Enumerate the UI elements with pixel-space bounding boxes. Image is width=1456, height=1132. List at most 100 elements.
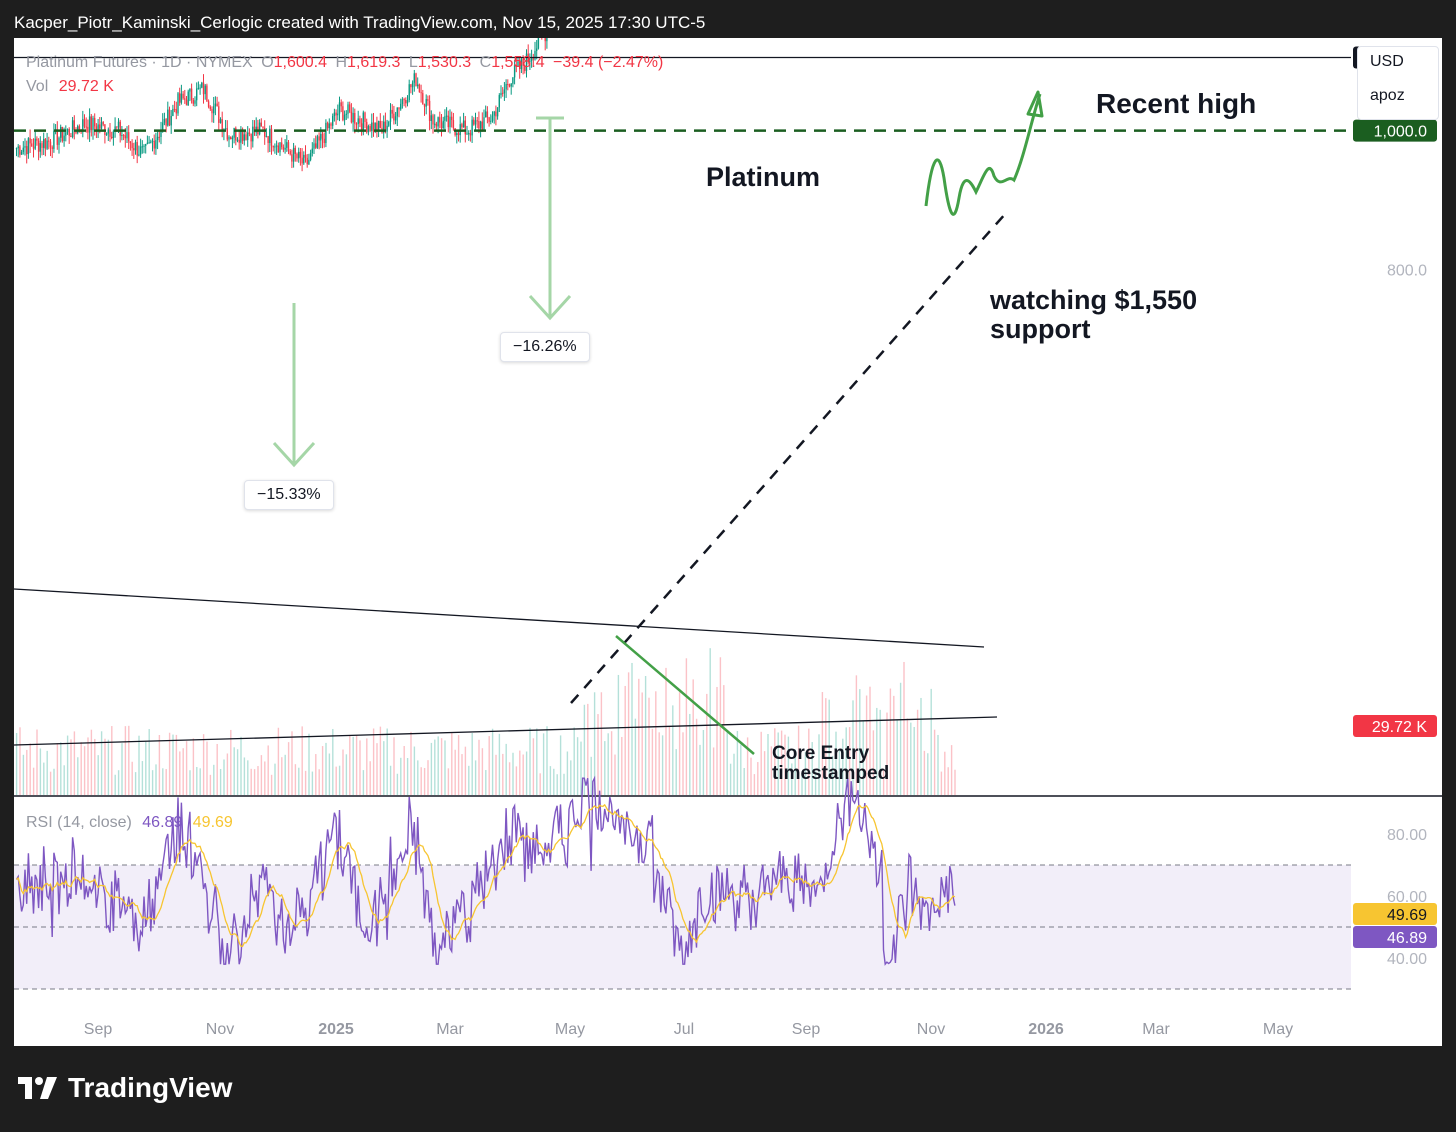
volume-bar — [787, 736, 790, 795]
chart-panel[interactable]: 1,700.01,600.01,500.01,400.01,200.0800.0… — [14, 38, 1442, 1046]
candle-body — [546, 38, 548, 42]
volume-bar — [138, 735, 140, 795]
volume-bar — [63, 765, 65, 795]
candle-body — [241, 130, 244, 141]
volume-bar — [811, 742, 813, 795]
volume-bar — [519, 750, 521, 795]
volume-bar — [641, 692, 643, 795]
candle-body — [332, 116, 334, 126]
candle-body — [411, 82, 414, 88]
volume-bar — [321, 746, 324, 795]
volume-bar — [43, 762, 45, 795]
candle-body — [512, 77, 514, 84]
recent-high-label: Recent high — [1096, 88, 1257, 119]
candle-body — [197, 87, 200, 89]
candle-body — [204, 85, 206, 95]
candle-body — [401, 99, 404, 104]
volume-bar — [121, 743, 123, 795]
candle-body — [461, 124, 463, 128]
candle-body — [143, 145, 145, 147]
candle-body — [374, 122, 376, 132]
candle-body — [206, 85, 208, 102]
candle-body — [393, 113, 395, 121]
candle-body — [19, 146, 21, 155]
candle-body — [379, 121, 381, 128]
candle-body — [315, 143, 317, 148]
volume-bar — [247, 760, 249, 795]
currency-unit-box[interactable]: USD apoz — [1357, 46, 1439, 120]
candle-body — [201, 82, 203, 88]
price-tag: 1,000.0 — [1374, 124, 1427, 141]
volume-bar — [70, 739, 72, 795]
volume-bar — [682, 732, 684, 795]
volume-bar — [478, 739, 480, 795]
volume-bar — [729, 763, 732, 795]
volume-bar — [417, 760, 419, 795]
candle-body — [226, 128, 228, 140]
volume-bar — [777, 732, 779, 795]
candle-body — [432, 115, 434, 125]
volume-bar — [889, 688, 892, 795]
core-entry-line1: Core Entry — [772, 743, 870, 764]
volume-bar — [549, 766, 552, 795]
volume-bar — [80, 742, 82, 795]
volume-bar — [580, 741, 582, 795]
candle-body — [214, 103, 217, 107]
candle-body — [456, 133, 458, 136]
candle-body — [306, 157, 308, 165]
candle-body — [316, 136, 319, 148]
candle-body — [311, 148, 313, 154]
candle-body — [451, 116, 453, 121]
candle-body — [490, 120, 492, 122]
candle-body — [369, 126, 371, 131]
candle-body — [298, 151, 300, 159]
candle-body — [498, 95, 500, 108]
volume-bar — [386, 728, 388, 795]
candle-body — [102, 122, 104, 125]
volume-bar — [566, 751, 569, 795]
volume-bar — [342, 749, 344, 795]
candle-body — [248, 132, 251, 134]
volume-bar — [763, 751, 766, 795]
volume-bar — [515, 766, 518, 795]
candle-body — [56, 129, 58, 145]
volume-bar — [216, 743, 218, 795]
candle-body — [349, 104, 351, 112]
volume-bar — [627, 672, 630, 795]
candle-body — [292, 147, 295, 162]
candle-body — [503, 89, 506, 94]
volume-bar — [882, 768, 885, 795]
candle-body — [175, 109, 177, 114]
volume-bar — [930, 688, 932, 795]
candle-body — [190, 88, 193, 100]
candle-body — [481, 121, 483, 130]
volume-bar — [542, 733, 545, 795]
candle-body — [150, 141, 152, 143]
candle-body — [398, 107, 400, 110]
candle-body — [532, 58, 534, 60]
volume-bar — [39, 748, 42, 795]
candle-body — [90, 116, 92, 131]
candle-body — [129, 141, 132, 144]
candle-body — [119, 121, 121, 136]
candle-body — [34, 138, 36, 149]
volume-bar — [648, 697, 650, 795]
candle-body — [87, 126, 89, 133]
candle-body — [165, 119, 167, 126]
candle-body — [207, 101, 210, 107]
volume-bar — [202, 734, 205, 795]
candle-body — [500, 92, 502, 96]
candle-body — [46, 140, 48, 149]
volume-bar — [845, 727, 847, 795]
volume-bar — [53, 768, 55, 795]
volume-bar — [498, 733, 501, 795]
volume-bar — [600, 692, 603, 795]
volume-bar — [219, 769, 222, 795]
close-label: C — [479, 54, 492, 71]
volume-bar — [743, 768, 745, 795]
chart-canvas[interactable]: 1,700.01,600.01,500.01,400.01,200.0800.0… — [14, 38, 1442, 1046]
candle-body — [122, 135, 125, 137]
volume-bar — [192, 738, 195, 795]
time-axis-tick: Jul — [674, 1021, 694, 1038]
candle-body — [264, 127, 266, 137]
